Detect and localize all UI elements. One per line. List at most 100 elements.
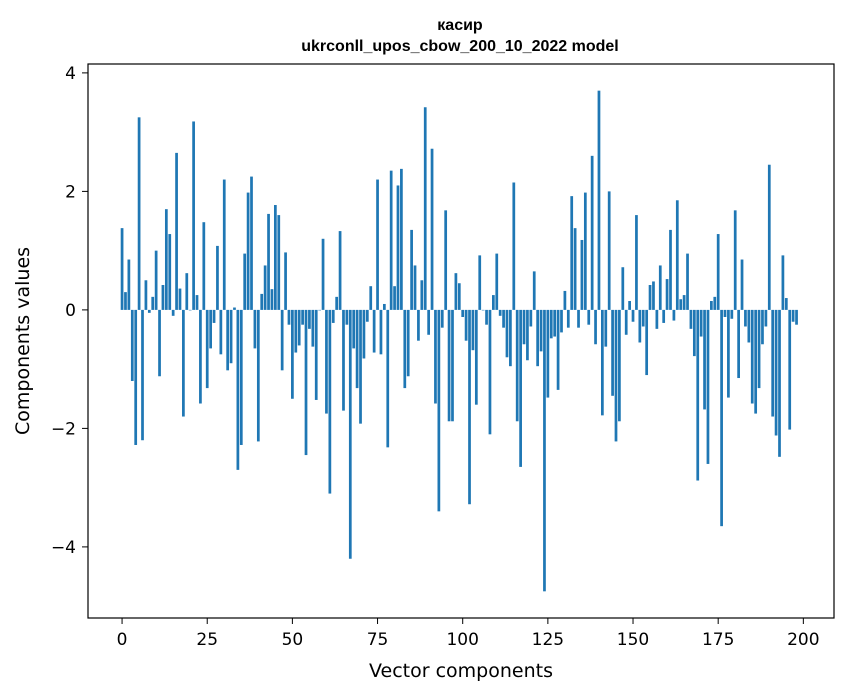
bar-120 (529, 309, 533, 327)
bar-166 (686, 253, 689, 310)
bar-66 (345, 309, 349, 325)
x-tick-label: 25 (196, 630, 218, 650)
bar-132 (570, 196, 574, 310)
bar-20 (188, 309, 192, 311)
bar-46 (277, 215, 281, 310)
bar-27 (212, 309, 216, 323)
bar-164 (679, 299, 683, 310)
bar-87 (417, 309, 420, 341)
bar-17 (178, 288, 182, 310)
bar-71 (362, 309, 366, 359)
bar-176 (720, 309, 723, 527)
bar-37 (246, 192, 250, 310)
bar-21 (192, 121, 195, 310)
bar-53 (301, 309, 304, 325)
bar-137 (587, 309, 591, 325)
bar-125 (546, 309, 550, 398)
bar-91 (430, 148, 434, 310)
bar-31 (226, 309, 230, 371)
x-tick-label: 100 (446, 630, 478, 650)
bar-185 (750, 309, 754, 404)
bar-133 (573, 228, 577, 310)
bar-14 (168, 234, 172, 310)
bar-44 (270, 289, 274, 310)
bar-168 (692, 309, 696, 357)
bar-1 (124, 292, 127, 310)
bar-172 (706, 309, 710, 464)
bar-143 (607, 191, 611, 310)
y-tick-label: −4 (51, 538, 76, 558)
bar-48 (284, 252, 287, 310)
bar-129 (560, 309, 563, 333)
x-tick-label: 50 (282, 630, 304, 650)
bar-111 (498, 309, 502, 316)
bar-38 (250, 176, 253, 310)
bar-154 (645, 309, 649, 376)
bar-61 (328, 309, 332, 494)
bar-146 (618, 309, 621, 422)
bar-100 (461, 309, 465, 317)
bar-150 (631, 309, 635, 322)
bar-90 (427, 309, 431, 335)
bar-83 (403, 309, 407, 389)
bar-197 (791, 309, 795, 322)
bar-138 (590, 155, 594, 310)
bar-56 (311, 309, 315, 347)
bar-167 (689, 309, 693, 329)
bar-170 (699, 309, 703, 337)
bar-95 (444, 210, 448, 310)
bar-135 (580, 239, 584, 310)
bar-10 (154, 250, 158, 310)
bar-118 (522, 309, 526, 345)
bar-103 (471, 309, 475, 351)
bar-80 (393, 286, 396, 310)
bar-74 (372, 309, 376, 353)
bar-155 (648, 285, 652, 310)
x-tick-label: 125 (532, 630, 564, 650)
bars-group (120, 90, 798, 592)
bar-160 (665, 279, 669, 310)
y-tick-label: −2 (51, 419, 76, 439)
bar-7 (144, 280, 148, 310)
bar-52 (297, 309, 301, 346)
y-tick-label: 0 (65, 301, 76, 321)
bar-33 (233, 307, 236, 310)
bar-72 (365, 309, 369, 322)
bar-149 (628, 301, 631, 310)
bar-99 (457, 283, 461, 310)
bar-113 (505, 309, 509, 358)
bar-39 (253, 309, 257, 349)
bar-24 (202, 222, 206, 310)
chart-title: касир (437, 17, 483, 34)
bar-6 (141, 309, 144, 441)
x-tick-label: 0 (117, 630, 128, 650)
bar-22 (195, 295, 199, 310)
bar-88 (420, 280, 424, 310)
bar-148 (624, 309, 628, 335)
bar-169 (696, 309, 700, 481)
bar-42 (263, 265, 267, 310)
bar-84 (406, 309, 410, 377)
bar-147 (621, 267, 625, 310)
bar-79 (389, 170, 393, 310)
bar-35 (239, 309, 243, 445)
bar-78 (386, 309, 390, 448)
bar-159 (662, 309, 666, 323)
bar-15 (171, 309, 175, 316)
bar-126 (549, 309, 553, 339)
bar-115 (512, 182, 516, 310)
bar-86 (413, 265, 417, 310)
bar-18 (182, 309, 185, 417)
bar-187 (757, 309, 761, 389)
bar-130 (563, 290, 567, 310)
bar-47 (280, 309, 284, 371)
bar-77 (382, 303, 386, 310)
bar-81 (396, 185, 400, 310)
bar-178 (727, 309, 730, 398)
bar-82 (400, 168, 403, 310)
bar-181 (737, 309, 740, 379)
plot-frame (87, 63, 835, 619)
bar-0 (120, 228, 124, 310)
bar-4 (134, 309, 138, 445)
bar-177 (723, 309, 727, 317)
